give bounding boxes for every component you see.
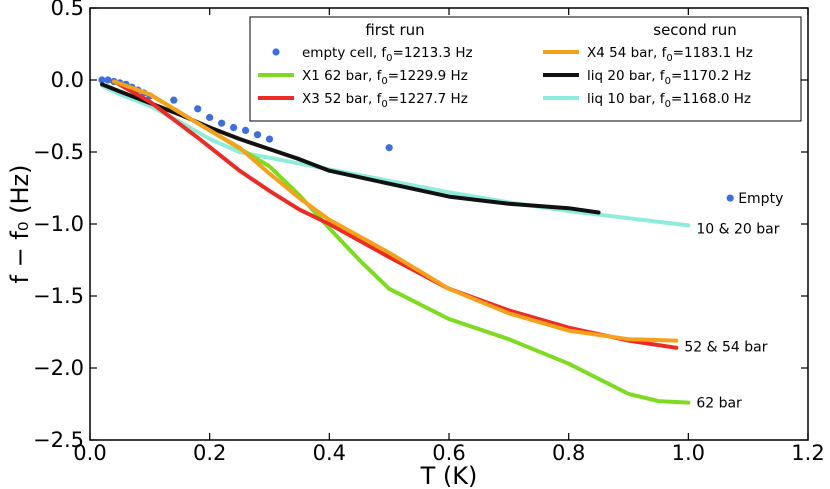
legend-subscript: 0 bbox=[665, 76, 671, 87]
y-axis-label: f − f₀ (Hz) bbox=[6, 165, 34, 284]
series-line-x4-54-bar bbox=[111, 79, 679, 343]
legend-label-text: empty cell, f bbox=[302, 45, 387, 61]
x-tick-label: 0.0 bbox=[73, 441, 106, 465]
legend-value: =1227.7 Hz bbox=[388, 91, 468, 107]
legend-subscript: 0 bbox=[381, 99, 387, 110]
series-line-x1-62-bar bbox=[111, 79, 691, 405]
series-line-x3-52-bar bbox=[111, 79, 679, 350]
data-point-empty-cell bbox=[230, 123, 238, 132]
legend-subscript: 0 bbox=[381, 76, 387, 87]
legend-label-text: liq 20 bar, f bbox=[587, 68, 666, 84]
legend-label-x3-52-bar: X3 52 bar, f0=1227.7 Hz bbox=[302, 91, 468, 110]
legend-subscript: 0 bbox=[386, 53, 392, 64]
x-tick-label: 1.0 bbox=[672, 441, 705, 465]
legend-subscript: 0 bbox=[666, 53, 672, 64]
legend-label-text: X4 54 bar, f bbox=[587, 45, 668, 61]
annotation-label: 10 & 20 bar bbox=[696, 221, 779, 237]
legend-label-text: liq 10 bar, f bbox=[587, 91, 666, 107]
data-point-empty-cell bbox=[104, 76, 112, 84]
legend-value: =1183.1 Hz bbox=[673, 45, 753, 61]
x-tick-label: 0.6 bbox=[432, 441, 465, 465]
legend-label-x4-54-bar: X4 54 bar, f0=1183.1 Hz bbox=[587, 45, 753, 64]
y-tick-label: 0.0 bbox=[51, 68, 84, 92]
legend-value: =1168.0 Hz bbox=[671, 91, 751, 107]
annotation-label: 52 & 54 bar bbox=[684, 339, 767, 355]
data-point-empty-cell bbox=[98, 76, 106, 84]
y-tick-label: 0.5 bbox=[51, 0, 84, 20]
legend-label-liq-10-bar: liq 10 bar, f0=1168.0 Hz bbox=[587, 91, 751, 110]
annotation-label: 62 bar bbox=[696, 396, 742, 412]
annotations: Empty 10 & 20 bar 52 & 54 bar 62 bar bbox=[684, 191, 783, 411]
legend-marker-empty-cell bbox=[272, 48, 280, 56]
series-line-liq-10-bar bbox=[100, 83, 691, 228]
legend-header-second-run: second run bbox=[653, 21, 736, 39]
data-point-empty-cell bbox=[253, 131, 262, 139]
x-tick-label: 0.4 bbox=[313, 441, 346, 465]
legend-label-empty-cell: empty cell, f0=1213.3 Hz bbox=[302, 45, 473, 64]
x-tick-label: 0.2 bbox=[193, 441, 226, 465]
y-tick-label: −0.5 bbox=[33, 140, 84, 164]
data-point-empty-cell bbox=[726, 194, 734, 202]
data-point-empty-cell bbox=[194, 105, 202, 113]
legend-value: =1229.9 Hz bbox=[388, 68, 468, 84]
y-ticks: 0.5 0.0 −0.5 −1.0 −1.5 −2.0 −2.5 bbox=[33, 0, 808, 452]
x-ticks: 0.0 0.2 0.4 0.6 0.8 1.0 1.2 bbox=[73, 8, 825, 465]
data-point-empty-cell bbox=[265, 135, 274, 143]
legend-label-x1-62-bar: X1 62 bar, f0=1229.9 Hz bbox=[302, 68, 468, 87]
x-tick-label: 0.8 bbox=[552, 441, 585, 465]
y-tick-label: −2.0 bbox=[33, 356, 84, 380]
legend-header-first-run: first run bbox=[365, 21, 424, 39]
data-point-empty-cell bbox=[385, 144, 393, 152]
x-tick-label: 1.2 bbox=[791, 441, 824, 465]
data-point-empty-cell bbox=[241, 126, 250, 134]
legend-label-liq-20-bar: liq 20 bar, f0=1170.2 Hz bbox=[587, 68, 751, 87]
x-axis-label: T (K) bbox=[420, 462, 478, 489]
plot-layer bbox=[98, 76, 734, 405]
legend-value: =1213.3 Hz bbox=[393, 45, 473, 61]
annotation-label: Empty bbox=[738, 191, 783, 207]
legend-subscript: 0 bbox=[665, 99, 671, 110]
y-tick-label: −1.5 bbox=[33, 284, 84, 308]
y-tick-label: −2.5 bbox=[33, 428, 84, 452]
legend-box bbox=[249, 16, 802, 122]
data-point-empty-cell bbox=[218, 119, 226, 127]
legend-label-text: X1 62 bar, f bbox=[302, 68, 383, 84]
legend-label-text: X3 52 bar, f bbox=[302, 91, 383, 107]
data-point-empty-cell bbox=[206, 113, 214, 122]
legend-value: =1170.2 Hz bbox=[671, 68, 751, 84]
legend: first run second run empty cell, f0=1213… bbox=[249, 16, 802, 122]
data-point-empty-cell bbox=[170, 96, 178, 104]
y-tick-label: −1.0 bbox=[33, 212, 84, 236]
